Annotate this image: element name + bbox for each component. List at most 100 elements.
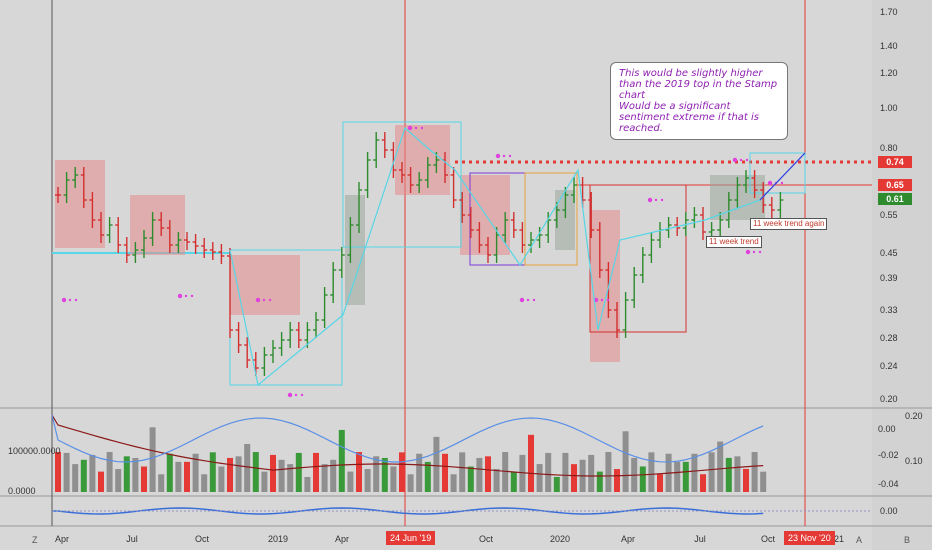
price-axis-pane [872,0,932,550]
volume-bar [493,468,500,492]
volume-bar [149,427,156,492]
signal-dot [745,158,749,162]
signal-dot [732,157,738,163]
signal-dot [660,198,664,202]
trend-label-2[interactable]: 11 week trend again [750,218,828,230]
volume-bar [72,464,79,492]
price-axis-label: 0.45 [880,248,898,258]
volume-bar [115,469,122,492]
signal-dot [177,293,183,299]
volume-bar [553,476,560,492]
shaded-range-box [395,125,450,195]
signal-dot [739,158,743,162]
volume-bar [725,457,732,492]
price-tag-061: 0.61 [878,193,912,205]
volume-bar [734,456,741,492]
projection-line [759,152,806,201]
volume-bar [416,453,423,492]
volume-bar [467,466,474,492]
volume-bar [80,459,87,492]
volume-bar [338,429,345,492]
signal-dot [532,298,536,302]
volume-bar [571,464,577,492]
volume-bar [347,471,354,492]
signal-dot [780,181,784,185]
shaded-range-box [590,210,620,362]
zoom-icon[interactable]: Z [32,535,38,545]
volume-bar [270,454,276,492]
volume-bar [313,452,319,492]
signal-dot [255,297,261,303]
signal-dot [300,393,304,397]
volume-bar [751,452,758,492]
volume-bar [106,452,113,492]
price-tag-074: 0.74 [878,156,912,168]
volume-bar [227,457,233,492]
signal-dot [654,198,658,202]
price-axis-label: 0.80 [880,143,898,153]
annotation-callout[interactable]: This would be slightly higher than the 2… [610,62,788,140]
auto-scale-button[interactable]: A [856,535,863,545]
price-axis-label: 0.39 [880,273,898,283]
shaded-range-box [130,195,185,255]
volume-bar [63,452,70,492]
trend-label-1[interactable]: 11 week trend [706,236,762,248]
volume-bar [132,457,139,492]
volume-bar [261,471,268,492]
signal-dot [74,298,78,302]
volume-bar [545,452,552,492]
volume-bar [98,471,104,492]
signal-dot [519,297,525,303]
signal-dot [61,297,67,303]
volume-bar [89,454,96,492]
volume-bar [252,452,259,492]
time-axis-label: Apr [621,534,635,544]
volume-bar [407,474,414,492]
volume-bar [192,453,199,492]
volume-bar [184,461,190,492]
time-axis-label: Oct [479,534,494,544]
time-axis-label: Apr [335,534,349,544]
volume-bar [287,464,294,492]
signal-dot [526,298,530,302]
volume-bar [502,452,509,492]
volume-bar [399,452,405,492]
volume-bar [304,476,311,492]
volume-axis-label: -0.04 [878,479,899,489]
volume-bar [55,452,61,492]
signal-dot [407,125,413,131]
shaded-range-box [460,175,510,255]
volume-bar [622,431,629,492]
time-axis-label: Jul [694,534,706,544]
signal-dot [502,154,506,158]
volume-bar [235,456,242,492]
log-scale-button[interactable]: B [904,535,911,545]
signal-dot [287,392,293,398]
volume-bar [614,469,620,492]
cyan-zigzag [229,126,806,387]
range-box [342,121,462,248]
volume-bar [657,474,663,492]
volume-zero-label: 0.0000 [8,486,36,496]
volume-bar [743,468,749,492]
volume-axis-label: 0.20 [905,411,923,421]
price-axis-label: 1.00 [880,103,898,113]
signal-dot [600,298,604,302]
shaded-range-box [230,255,300,315]
volume-bar [158,474,165,492]
volume-bar [459,452,466,492]
price-axis-label: 1.20 [880,68,898,78]
range-box [749,152,806,194]
price-axis-label: 0.33 [880,305,898,315]
volume-bar [639,466,646,492]
volume-bar [536,464,543,492]
signal-dot [758,250,762,254]
volume-bar [381,457,388,492]
annotation-line: Would be a significant [619,101,731,112]
range-box [524,172,578,266]
volume-axis-label: 0.00 [878,424,896,434]
volume-bar [648,452,655,492]
volume-bar [760,471,767,492]
volume-bar [605,452,612,492]
